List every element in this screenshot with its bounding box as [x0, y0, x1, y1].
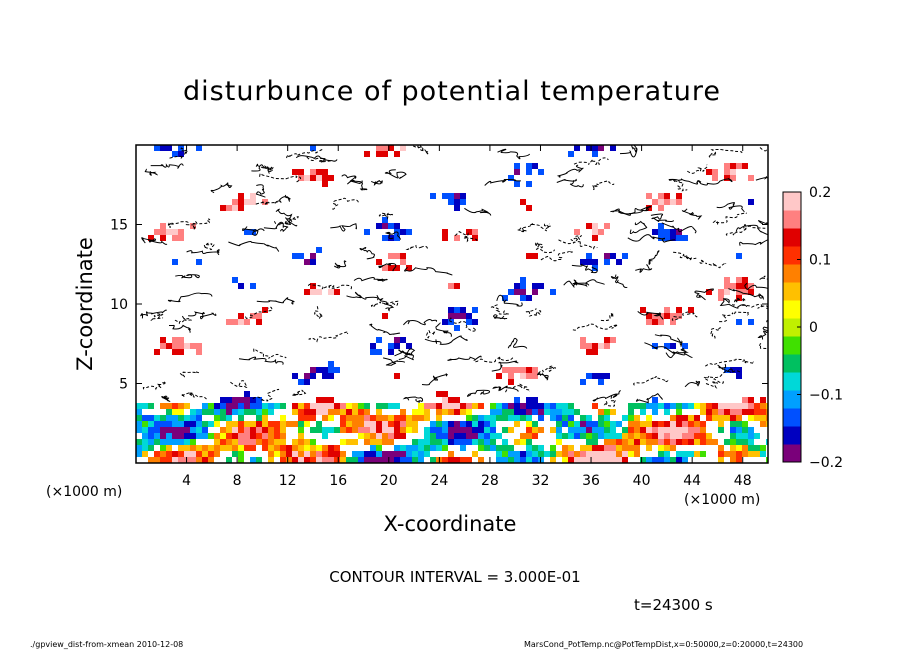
x-tick-label: 12 — [279, 473, 297, 489]
footer-command: ./gpview_dist-from-xmean 2010-12-08 — [30, 640, 184, 649]
colorbar-tick-label: 0 — [809, 320, 818, 336]
x-tick-label: 40 — [633, 473, 651, 489]
y-tick-label: 10 — [110, 297, 128, 313]
x-axis-label: X-coordinate — [383, 512, 517, 536]
colorbar-swatch — [783, 318, 801, 337]
y-axis-label: Z-coordinate — [73, 237, 97, 371]
colorbar-swatch — [783, 192, 801, 211]
colorbar-swatch — [783, 264, 801, 283]
colorbar-swatch — [783, 354, 801, 373]
colorbar-tick-label: −0.2 — [809, 455, 843, 471]
colorbar-swatch — [783, 228, 801, 247]
colorbar-swatch — [783, 336, 801, 355]
x-tick-label: 48 — [734, 473, 752, 489]
colorbar-tick-label: 0.1 — [809, 253, 831, 269]
x-tick-label: 32 — [532, 473, 550, 489]
colorbar-swatch — [783, 390, 801, 409]
x-axis: 4 8 12 16 20 24 28 32 36 40 44 48 — [182, 145, 752, 489]
colorbar-swatch — [783, 408, 801, 427]
colorbar-swatch — [783, 300, 801, 319]
colorbar-swatch — [783, 426, 801, 445]
x-tick-label: 20 — [380, 473, 398, 489]
x-tick-label: 28 — [481, 473, 499, 489]
heatmap-field — [136, 145, 768, 463]
x-tick-label: 8 — [233, 473, 242, 489]
colorbar-tick-label: 0.2 — [809, 185, 831, 201]
colorbar-swatch — [783, 444, 801, 463]
y-axis: 5 10 15 — [110, 218, 768, 393]
y-tick-label: 5 — [119, 377, 128, 393]
colorbar-swatch — [783, 246, 801, 265]
x-tick-label: 24 — [430, 473, 448, 489]
x-tick-label: 44 — [683, 473, 701, 489]
colorbar-swatch — [783, 210, 801, 229]
x-unit-right: (×1000 m) — [684, 492, 761, 508]
time-label: t=24300 s — [634, 596, 713, 614]
footer-source: MarsCond_PotTemp.nc@PotTempDist,x=0:5000… — [524, 640, 804, 649]
x-tick-label: 36 — [582, 473, 600, 489]
x-tick-label: 4 — [182, 473, 191, 489]
x-tick-label: 16 — [329, 473, 347, 489]
colorbar-swatch — [783, 372, 801, 391]
colorbar-tick-label: −0.1 — [809, 388, 843, 404]
x-unit-left: (×1000 m) — [46, 484, 123, 500]
colorbar: 0.2 0.1 0 −0.1 −0.2 — [782, 185, 843, 471]
chart-title: disturbunce of potential temperature — [183, 76, 721, 107]
colorbar-swatch — [783, 282, 801, 301]
y-tick-label: 15 — [110, 218, 128, 234]
contour-interval-label: CONTOUR INTERVAL = 3.000E-01 — [329, 568, 581, 586]
